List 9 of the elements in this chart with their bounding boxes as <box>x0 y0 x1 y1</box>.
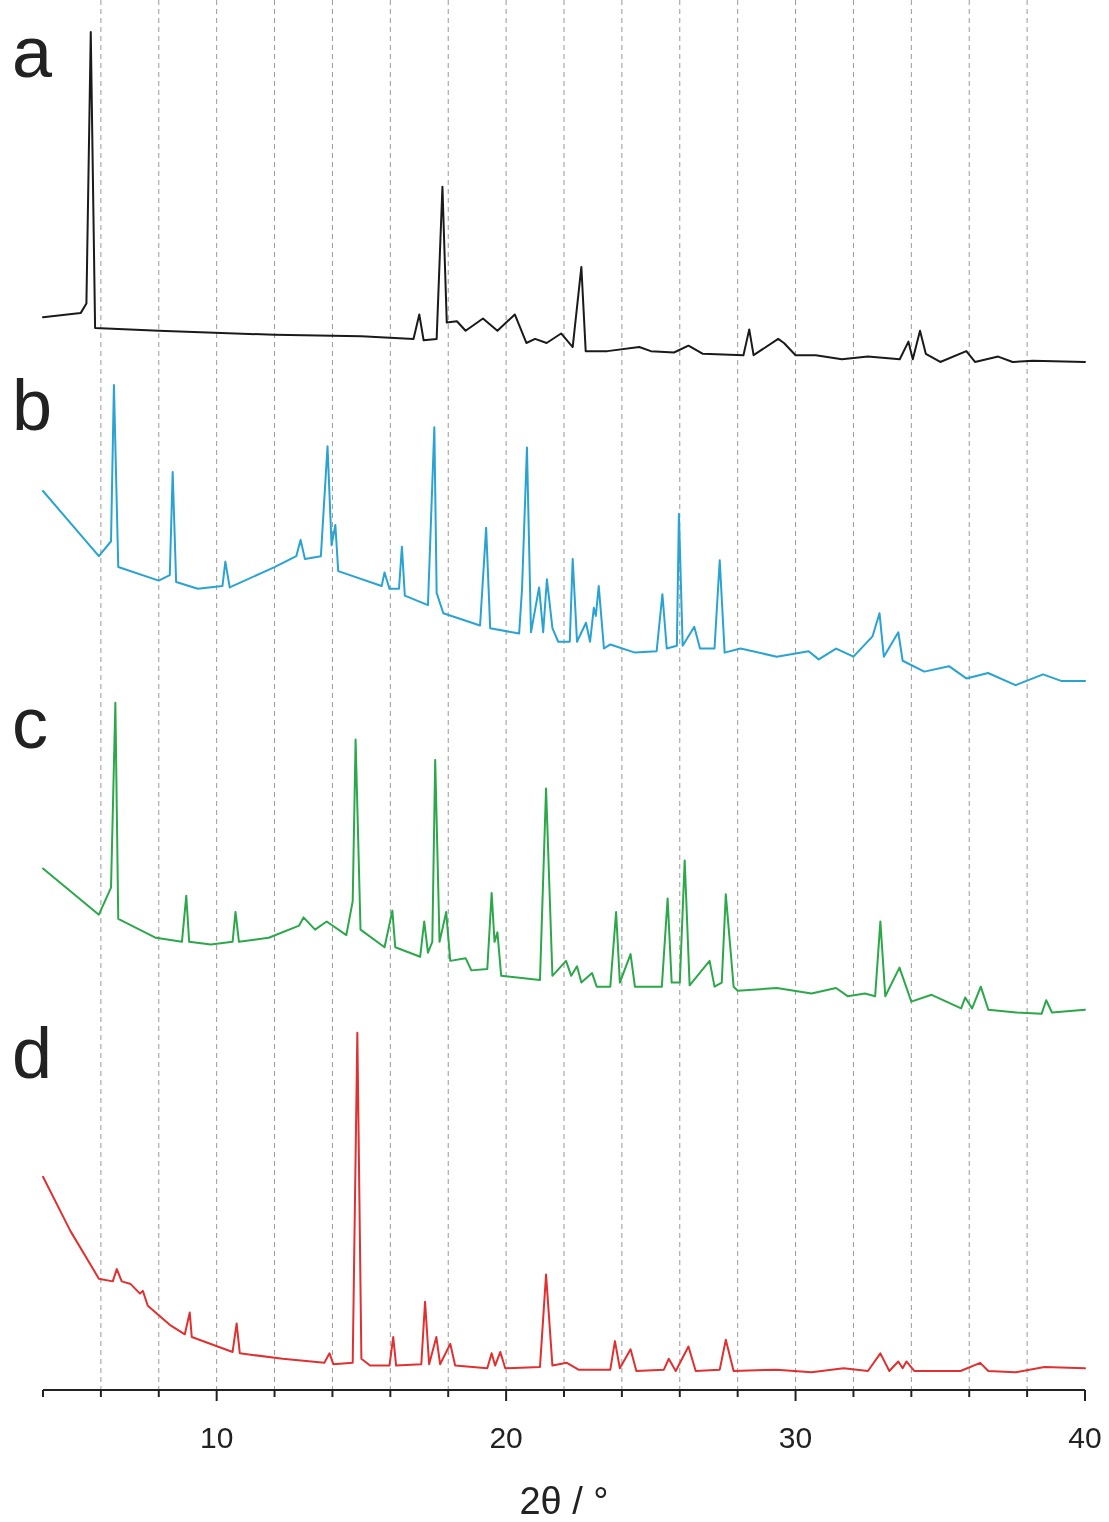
series-label: a <box>12 12 53 92</box>
x-tick-label: 20 <box>489 1421 523 1454</box>
x-tick-label: 30 <box>778 1421 813 1454</box>
x-axis-title: 2θ / ° <box>519 1480 609 1522</box>
series-label: d <box>12 1012 53 1093</box>
x-tick-label: 10 <box>199 1421 234 1454</box>
x-tick-label: 40 <box>1068 1421 1102 1454</box>
series-label: c <box>12 682 48 763</box>
series-label: b <box>12 365 53 446</box>
